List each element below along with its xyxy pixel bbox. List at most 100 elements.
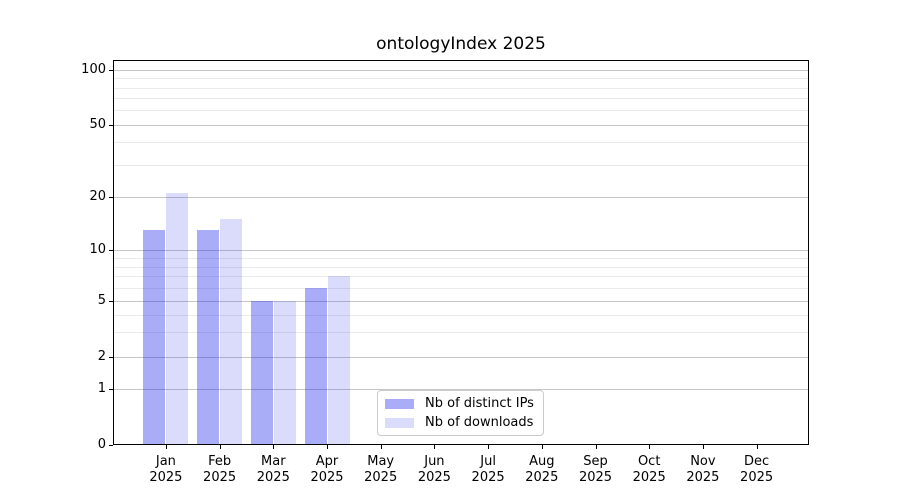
x-tick-mark	[596, 445, 597, 449]
x-tick-label: Nov 2025	[671, 454, 735, 486]
x-tick-label: Jun 2025	[402, 454, 466, 486]
x-tick-month: Sep	[583, 454, 608, 469]
x-tick-mark	[166, 445, 167, 449]
gridline-minor	[114, 142, 808, 143]
bar-distinct-ips	[143, 230, 166, 444]
x-tick-mark	[434, 445, 435, 449]
x-tick-label: Aug 2025	[510, 454, 574, 486]
x-tick-month: Jun	[424, 454, 445, 469]
plot-area	[113, 60, 809, 445]
gridline-major	[114, 389, 808, 390]
x-tick-mark	[488, 445, 489, 449]
x-tick-mark	[327, 445, 328, 449]
x-tick-month: Jul	[480, 454, 496, 469]
gridline-minor	[114, 110, 808, 111]
x-tick-year: 2025	[525, 470, 559, 485]
x-tick-year: 2025	[740, 470, 774, 485]
x-tick-mark	[273, 445, 274, 449]
x-tick-month: Mar	[261, 454, 286, 469]
gridline-minor	[114, 267, 808, 268]
x-tick-mark	[381, 445, 382, 449]
legend-swatch-downloads-icon	[385, 417, 414, 428]
gridline-minor	[114, 165, 808, 166]
x-tick-month: Feb	[208, 454, 232, 469]
x-tick-mark	[220, 445, 221, 449]
y-tick-label: 5	[97, 293, 106, 308]
y-tick-label: 20	[89, 189, 106, 204]
x-tick-month: Apr	[315, 454, 339, 469]
x-tick-month: Oct	[637, 454, 661, 469]
x-tick-year: 2025	[417, 470, 451, 485]
x-tick-year: 2025	[256, 470, 290, 485]
y-tick-mark	[109, 357, 113, 358]
x-tick-month: Dec	[744, 454, 770, 469]
legend-entry-downloads: Nb of downloads	[385, 415, 536, 430]
chart-title: ontologyIndex 2025	[376, 34, 546, 54]
gridline-minor	[114, 258, 808, 259]
x-tick-year: 2025	[578, 470, 613, 485]
x-tick-year: 2025	[364, 470, 398, 485]
y-tick-mark	[109, 301, 113, 302]
x-tick-label: May 2025	[349, 454, 413, 486]
x-tick-year: 2025	[686, 470, 720, 485]
legend-swatch-distinct-ips-icon	[385, 398, 414, 409]
x-tick-year: 2025	[632, 470, 666, 485]
x-tick-label: Mar 2025	[241, 454, 305, 486]
x-tick-label: Feb 2025	[188, 454, 252, 486]
x-tick-mark	[542, 445, 543, 449]
x-tick-month: Jan	[155, 454, 176, 469]
gridline-minor	[114, 332, 808, 333]
gridline-major	[114, 197, 808, 198]
legend: Nb of distinct IPs Nb of downloads	[377, 390, 544, 436]
gridline-minor	[114, 315, 808, 316]
x-tick-label: Sep 2025	[564, 454, 628, 486]
y-tick-label: 10	[89, 242, 106, 258]
gridline-major	[114, 70, 808, 71]
gridline-major	[114, 301, 808, 302]
gridline-minor	[114, 276, 808, 277]
bar-downloads	[220, 219, 243, 444]
x-tick-label: Dec 2025	[725, 454, 789, 486]
gridline-major	[114, 125, 808, 126]
legend-entry-distinct-ips: Nb of distinct IPs	[385, 396, 536, 411]
x-tick-label: Oct 2025	[617, 454, 681, 486]
x-tick-year: 2025	[310, 470, 344, 485]
bar-downloads	[273, 301, 296, 444]
x-tick-month: Aug	[529, 454, 555, 469]
gridline-minor	[114, 98, 808, 99]
gridline-major	[114, 357, 808, 358]
x-tick-month: May	[367, 454, 395, 469]
y-tick-label: 2	[97, 348, 106, 364]
y-tick-label: 50	[89, 116, 106, 132]
gridline-major	[114, 250, 808, 251]
x-tick-mark	[703, 445, 704, 449]
bar-downloads	[327, 276, 350, 444]
gridline-minor	[114, 88, 808, 89]
legend-label-downloads: Nb of downloads	[425, 415, 534, 430]
x-tick-year: 2025	[149, 470, 183, 485]
x-tick-mark	[757, 445, 758, 449]
y-tick-mark	[109, 445, 113, 446]
y-tick-mark	[109, 197, 113, 198]
bar-downloads	[166, 193, 189, 444]
y-tick-mark	[109, 389, 113, 390]
bar-distinct-ips	[250, 301, 273, 444]
y-tick-label: 1	[97, 381, 106, 396]
y-tick-label: 0	[97, 436, 106, 452]
x-tick-year: 2025	[203, 470, 237, 485]
gridline-minor	[114, 288, 808, 289]
bar-distinct-ips	[304, 287, 327, 444]
x-tick-year: 2025	[471, 470, 505, 485]
gridline-minor	[114, 78, 808, 79]
y-tick-mark	[109, 70, 113, 71]
bar-distinct-ips	[197, 230, 220, 444]
x-tick-label: Apr 2025	[295, 454, 359, 486]
y-tick-mark	[109, 250, 113, 251]
y-tick-label: 100	[81, 62, 106, 77]
y-tick-mark	[109, 125, 113, 126]
x-tick-label: Jul 2025	[456, 454, 520, 486]
x-tick-label: Jan 2025	[134, 454, 198, 486]
x-tick-month: Nov	[690, 454, 716, 469]
legend-label-distinct-ips: Nb of distinct IPs	[425, 396, 534, 411]
